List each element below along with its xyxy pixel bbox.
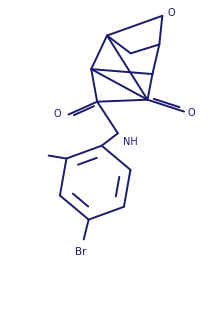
Text: Br: Br: [75, 247, 87, 257]
Text: O: O: [188, 108, 196, 118]
Text: O: O: [167, 8, 175, 18]
Text: O: O: [54, 109, 62, 118]
Text: NH: NH: [123, 137, 138, 147]
